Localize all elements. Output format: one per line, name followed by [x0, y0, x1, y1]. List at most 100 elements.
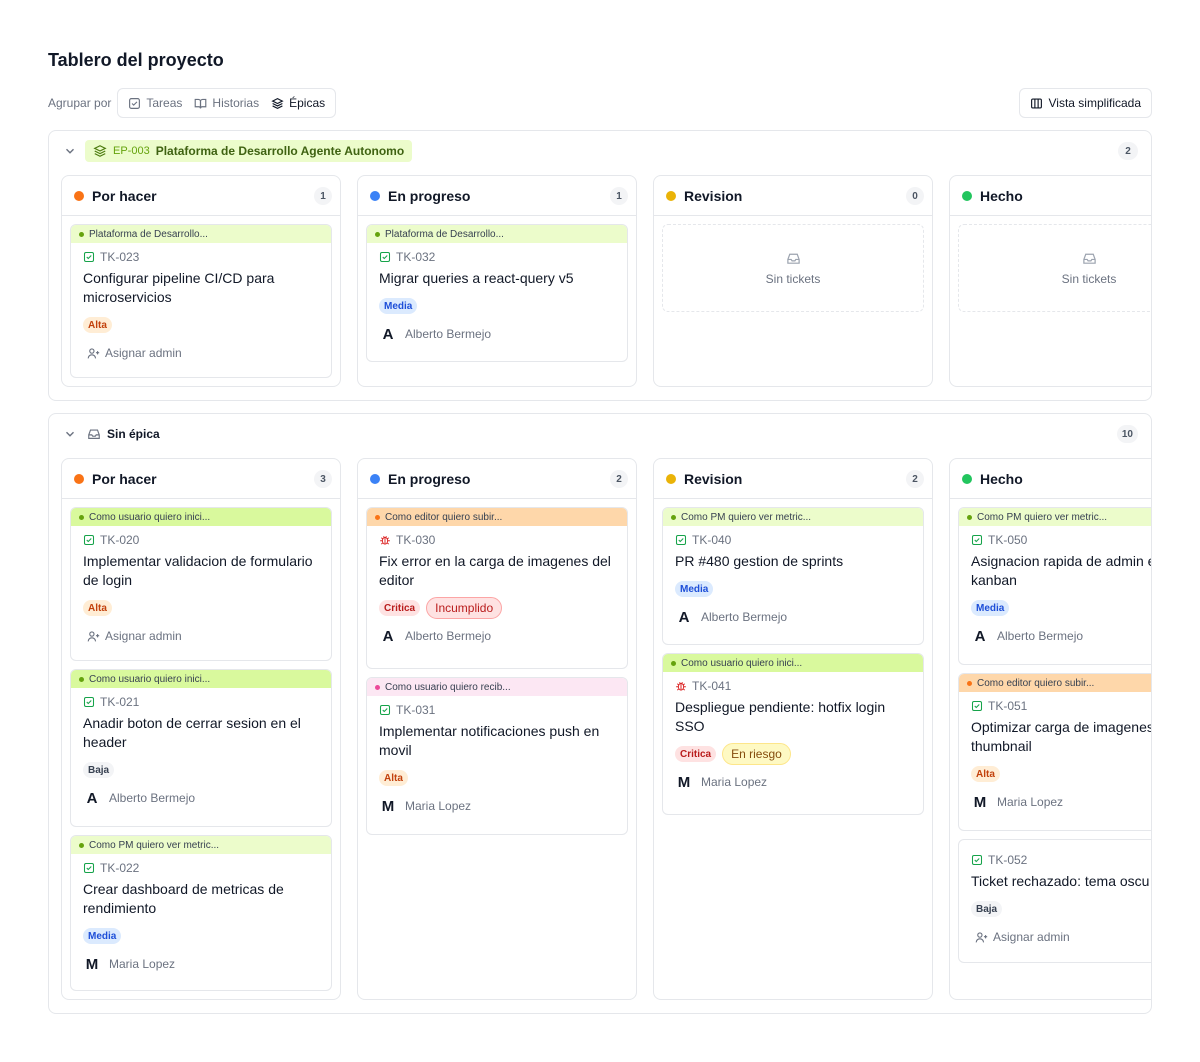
card-epic-tag: Como usuario quiero recib...	[367, 678, 627, 696]
column-count: 1	[314, 187, 332, 205]
task-check-icon	[971, 700, 983, 712]
group-by-epicas-button[interactable]: Épicas	[265, 91, 331, 115]
card-epic-tag: Como PM quiero ver metric...	[959, 508, 1151, 526]
ticket-card-tk-032[interactable]: Plataforma de Desarrollo... TK-032 Migra…	[366, 224, 628, 362]
assignee: M Maria Lopez	[971, 792, 1151, 812]
empty-column-placeholder: Sin tickets	[958, 224, 1151, 312]
user-plus-icon	[87, 347, 100, 358]
ticket-id: TK-041	[675, 678, 911, 694]
no-epic-label[interactable]: Sin épica	[85, 427, 160, 441]
task-check-icon	[379, 704, 391, 716]
simplified-view-label: Vista simplificada	[1048, 96, 1141, 110]
ticket-card-tk-022[interactable]: Como PM quiero ver metric... TK-022 Crea…	[70, 835, 332, 991]
column-title: Hecho	[980, 470, 1023, 487]
epic-name: Plataforma de Desarrollo Agente Autonomo	[155, 144, 405, 158]
ticket-tags: Alta	[379, 768, 615, 788]
ticket-id-label: TK-022	[100, 861, 140, 875]
ticket-card-tk-021[interactable]: Como usuario quiero inici... TK-021 Anad…	[70, 669, 332, 827]
ticket-title-line-1: Migrar queries a react-query v5	[379, 270, 574, 286]
task-check-icon	[83, 862, 95, 874]
column-header: En progreso 1	[358, 176, 636, 216]
ticket-id-label: TK-050	[988, 533, 1028, 547]
ticket-title-line-1: Optimizar carga de imagenes	[971, 719, 1152, 735]
empty-label: Sin tickets	[1061, 271, 1117, 286]
inbox-icon	[786, 253, 800, 264]
ticket-id-label: TK-040	[692, 533, 732, 547]
ticket-card-tk-052[interactable]: TK-052 Ticket rechazado: tema oscu Baja …	[958, 839, 1151, 963]
epic-dot	[671, 660, 676, 666]
column-title: Hecho	[980, 187, 1023, 204]
assign-admin-label: Asignar admin	[105, 346, 182, 360]
epic-dot	[79, 231, 84, 237]
priority-badge: Alta	[379, 770, 408, 786]
ticket-id: TK-040	[675, 532, 911, 548]
group-count-badge: 2	[1118, 142, 1138, 160]
assign-admin-button[interactable]: Asignar admin	[83, 626, 319, 646]
epic-dot	[375, 684, 380, 690]
column-header: Revision 2	[654, 459, 932, 499]
ticket-card-tk-020[interactable]: Como usuario quiero inici... TK-020 Impl…	[70, 507, 332, 661]
priority-badge: Alta	[971, 766, 1000, 782]
ticket-title-line-1: Despliegue pendiente: hotfix login	[675, 699, 886, 715]
bug-icon	[380, 535, 390, 545]
ticket-title-line-2: thumbnail	[971, 738, 1032, 754]
group-by-tareas-button[interactable]: Tareas	[122, 91, 188, 115]
column-header: En progreso 2	[358, 459, 636, 499]
assign-admin-button[interactable]: Asignar admin	[83, 343, 319, 363]
assign-admin-label: Asignar admin	[105, 629, 182, 643]
chevron-down-icon[interactable]	[63, 144, 77, 158]
ticket-tags: Alta	[83, 315, 319, 335]
group-by-tareas-label: Tareas	[146, 96, 183, 110]
card-epic-label: Como usuario quiero inici...	[681, 657, 803, 669]
ticket-card-tk-051[interactable]: Como editor quiero subir... TK-051 Optim…	[958, 673, 1152, 831]
column-por-hacer: Por hacer 3 Como usuario quiero inici...…	[61, 458, 341, 1000]
simplified-view-button[interactable]: Vista simplificada	[1018, 88, 1152, 118]
ticket-title-line-1: Asignacion rapida de admin e	[971, 553, 1152, 569]
ticket-card-tk-050[interactable]: Como PM quiero ver metric... TK-050 Asig…	[958, 507, 1152, 665]
group-by-historias-button[interactable]: Historias	[188, 91, 265, 115]
assignee: M Maria Lopez	[83, 954, 319, 974]
no-epic-group: Sin épica 10 Por hacer 3 Como usuario qu…	[48, 413, 1152, 1014]
assignee: A Alberto Bermejo	[379, 626, 615, 646]
task-check-icon	[379, 251, 391, 263]
ticket-card-tk-031[interactable]: Como usuario quiero recib... TK-031 Impl…	[366, 677, 628, 835]
status-dot	[74, 473, 84, 484]
ticket-title-line-2: SSO	[675, 718, 705, 734]
ticket-card-tk-030[interactable]: Como editor quiero subir... TK-030 Fix e…	[366, 507, 628, 669]
card-epic-tag: Como usuario quiero inici...	[663, 654, 923, 672]
ticket-id: TK-030	[379, 532, 615, 548]
status-dot	[666, 473, 676, 484]
card-epic-label: Como usuario quiero recib...	[385, 681, 511, 693]
epic-dot	[967, 680, 972, 686]
ticket-title-line-2: microservicios	[83, 289, 172, 305]
ticket-title-line-1: Fix error en la carga de imagenes del	[379, 553, 611, 569]
task-check-icon	[675, 534, 687, 546]
no-epic-group-header: Sin épica 10	[49, 414, 1151, 454]
avatar: M	[677, 773, 691, 791]
card-epic-label: Plataforma de Desarrollo...	[385, 228, 504, 240]
ticket-tags: Baja	[971, 899, 1151, 919]
ticket-card-tk-041[interactable]: Como usuario quiero inici... TK-041 Desp…	[662, 653, 924, 815]
ticket-card-tk-023[interactable]: Plataforma de Desarrollo... TK-023 Confi…	[70, 224, 332, 378]
task-check-icon	[83, 696, 95, 708]
layers-icon	[93, 145, 107, 157]
ticket-id-label: TK-023	[100, 250, 140, 264]
card-epic-tag: Plataforma de Desarrollo...	[71, 225, 331, 243]
column-title: Revision	[684, 470, 743, 487]
assignee-name: Alberto Bermejo	[405, 629, 492, 643]
ticket-card-tk-040[interactable]: Como PM quiero ver metric... TK-040 PR #…	[662, 507, 924, 645]
assign-admin-button[interactable]: Asignar admin	[971, 927, 1151, 947]
toolbar: Agrupar por Tareas Historias Épicas Vist…	[48, 88, 1152, 118]
assign-admin-label: Asignar admin	[993, 930, 1070, 944]
epic-badge[interactable]: EP-003 Plataforma de Desarrollo Agente A…	[85, 140, 413, 162]
no-epic-name: Sin épica	[107, 427, 160, 441]
layers-icon	[271, 97, 284, 109]
column-title: En progreso	[388, 470, 471, 487]
group-by-segmented: Tareas Historias Épicas	[117, 88, 337, 118]
chevron-down-icon[interactable]	[63, 427, 77, 441]
column-count: 2	[610, 470, 628, 488]
card-epic-label: Plataforma de Desarrollo...	[89, 228, 208, 240]
epic-group-header: EP-003 Plataforma de Desarrollo Agente A…	[49, 131, 1151, 171]
inbox-icon	[88, 429, 100, 439]
ticket-id: TK-020	[83, 532, 319, 548]
